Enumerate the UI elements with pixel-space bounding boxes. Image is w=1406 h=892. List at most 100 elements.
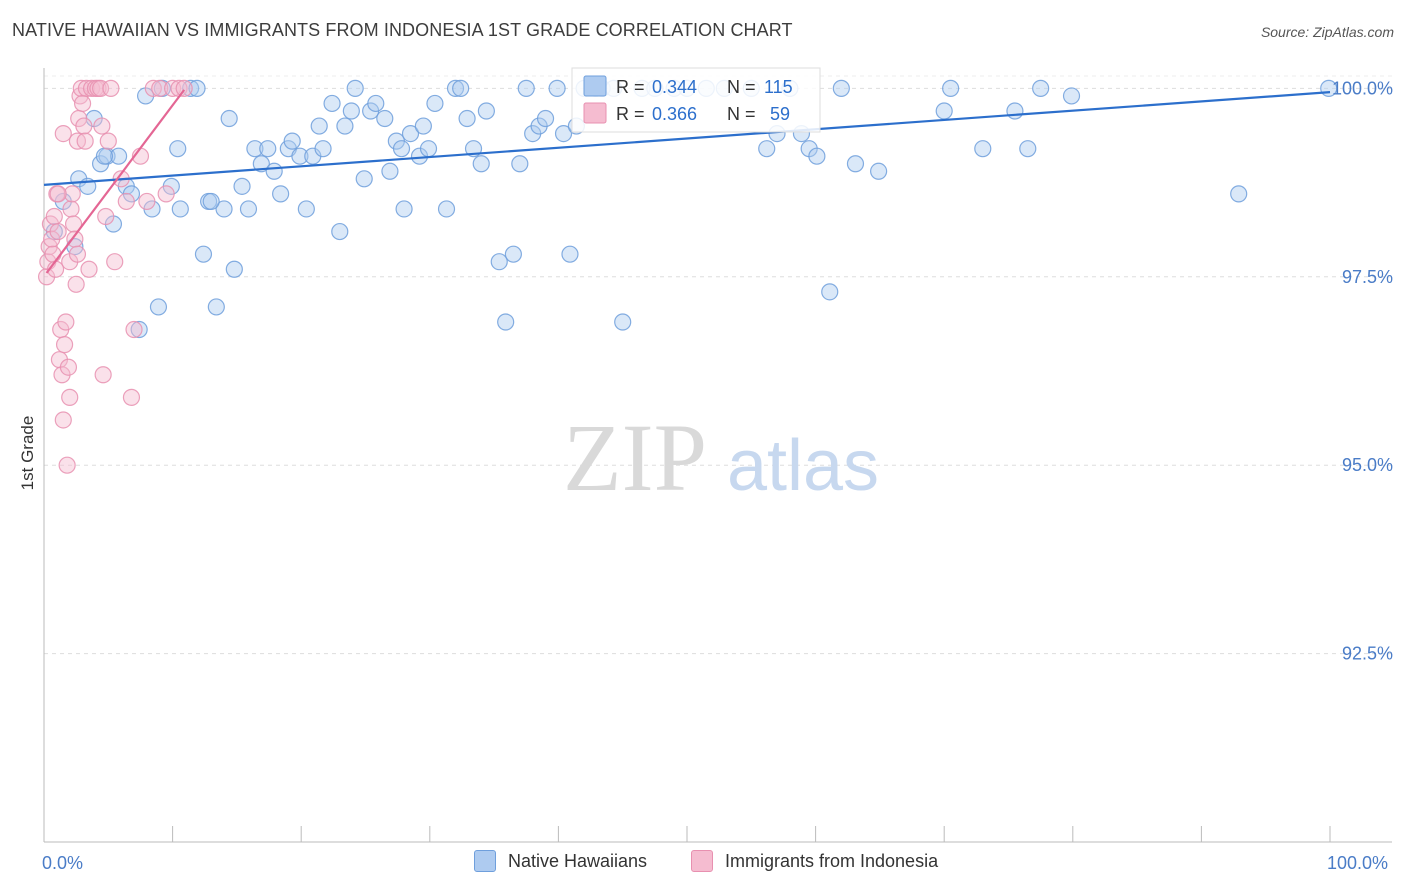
point-native-hawaiian-103 [974, 140, 992, 158]
point-native-hawaiian-40 [310, 117, 328, 135]
point-native-hawaiian-60 [437, 200, 456, 218]
point-native-hawaiian-59 [426, 94, 444, 113]
point-native-hawaiian-54 [395, 200, 413, 218]
stats-n-value-1: 115 [764, 77, 793, 97]
point-native-hawaiian-91 [758, 140, 776, 158]
point-native-hawaiian-12 [130, 320, 148, 339]
point-native-hawaiian-99 [846, 155, 865, 173]
point-native-hawaiian-77 [561, 245, 579, 263]
point-indonesia-9 [49, 222, 67, 241]
point-indonesia-29 [75, 117, 93, 135]
stats-n-label-2: N = [727, 104, 756, 124]
stats-r-value-2: 0.366 [652, 104, 697, 124]
point-indonesia-5 [44, 245, 62, 263]
point-indonesia-23 [67, 275, 85, 293]
x-tick-label-min: 0.0% [42, 853, 84, 873]
trend-line-native-hawaiians [43, 91, 1331, 186]
point-native-hawaiian-58 [419, 140, 438, 158]
point-indonesia-38 [94, 366, 112, 384]
point-indonesia-55 [49, 185, 67, 203]
point-indonesia-58 [68, 245, 87, 263]
point-native-hawaiian-68 [497, 313, 515, 331]
point-native-hawaiian-102 [942, 79, 960, 97]
stats-r-label-1: R = [616, 77, 645, 97]
point-native-hawaiian-62 [452, 79, 470, 97]
point-native-hawaiian-46 [346, 79, 364, 97]
point-indonesia-28 [73, 94, 92, 113]
point-indonesia-21 [64, 215, 83, 233]
watermark-zip: ZIP [563, 404, 707, 511]
point-native-hawaiian-36 [283, 132, 301, 150]
point-native-hawaiian-111 [202, 192, 220, 211]
point-native-hawaiian-74 [536, 109, 555, 128]
point-indonesia-30 [76, 132, 94, 150]
point-native-hawaiian-29 [239, 200, 258, 218]
point-native-hawaiian-41 [314, 140, 332, 158]
point-indonesia-42 [106, 253, 124, 271]
point-indonesia-39 [97, 207, 115, 226]
point-native-hawaiian-70 [511, 155, 529, 173]
series-immigrants-indonesia [37, 79, 193, 474]
point-native-hawaiian-97 [821, 283, 839, 301]
point-native-hawaiian-19 [171, 200, 189, 218]
point-native-hawaiian-37 [291, 147, 309, 165]
point-native-hawaiian-21 [188, 79, 206, 97]
chart-source: Source: ZipAtlas.com [1260, 24, 1394, 40]
chart-title: NATIVE HAWAIIAN VS IMMIGRANTS FROM INDON… [12, 20, 793, 40]
x-tick-label-max: 100.0% [1327, 853, 1389, 873]
y-tick-label-0: 100.0% [1332, 78, 1393, 98]
point-indonesia-16 [58, 456, 76, 474]
point-indonesia-17 [59, 358, 78, 376]
point-native-hawaiian-28 [233, 177, 251, 195]
point-native-hawaiian-69 [504, 245, 522, 263]
point-indonesia-50 [151, 79, 169, 97]
point-native-hawaiian-71 [517, 79, 535, 97]
point-native-hawaiian-106 [1032, 79, 1050, 97]
point-native-hawaiian-43 [331, 222, 349, 241]
point-indonesia-18 [61, 388, 79, 406]
point-native-hawaiian-65 [472, 155, 490, 173]
point-indonesia-37 [93, 117, 111, 135]
point-indonesia-45 [122, 388, 141, 406]
y-tick-label-1: 97.5% [1342, 267, 1393, 287]
legend-label-immigrants-indonesia: Immigrants from Indonesia [725, 850, 939, 871]
point-native-hawaiian-27 [225, 260, 243, 278]
y-tick-label-2: 95.0% [1342, 455, 1393, 475]
point-native-hawaiian-38 [297, 200, 315, 218]
point-indonesia-32 [80, 260, 98, 278]
point-native-hawaiian-63 [458, 109, 476, 128]
point-native-hawaiian-104 [1006, 102, 1024, 120]
point-native-hawaiian-61 [446, 79, 465, 97]
point-native-hawaiian-30 [246, 140, 264, 158]
point-native-hawaiian-18 [169, 140, 187, 158]
point-native-hawaiian-24 [207, 298, 225, 316]
point-indonesia-14 [55, 336, 74, 354]
point-native-hawaiian-110 [95, 147, 114, 165]
gridlines [44, 75, 1392, 655]
stats-swatch-pink [583, 102, 607, 124]
axes [43, 68, 1392, 843]
point-native-hawaiian-25 [215, 200, 233, 218]
y-tick-label-3: 92.5% [1342, 644, 1393, 664]
point-native-hawaiian-66 [477, 102, 495, 120]
point-indonesia-46 [125, 320, 143, 339]
point-native-hawaiian-31 [252, 155, 270, 173]
point-native-hawaiian-42 [323, 94, 341, 113]
stats-r-label-2: R = [616, 104, 645, 124]
trend-line-immigrants-indonesia [45, 89, 186, 274]
point-indonesia-20 [63, 185, 81, 203]
legend: Native Hawaiians Immigrants from Indones… [0, 850, 1406, 878]
point-native-hawaiian-83 [614, 313, 632, 331]
point-native-hawaiian-33 [265, 162, 283, 180]
point-native-hawaiian-107 [1062, 87, 1081, 105]
legend-item-immigrants-indonesia[interactable]: Immigrants from Indonesia [691, 850, 938, 872]
point-native-hawaiian-55 [401, 124, 420, 143]
point-indonesia-48 [138, 192, 156, 211]
point-native-hawaiian-34 [272, 185, 290, 203]
legend-label-native-hawaiians: Native Hawaiians [508, 850, 648, 871]
point-indonesia-51 [157, 185, 175, 203]
point-indonesia-54 [175, 79, 193, 97]
stats-n-label-1: N = [727, 77, 756, 97]
legend-item-native-hawaiians[interactable]: Native Hawaiians [474, 850, 647, 872]
point-indonesia-49 [144, 79, 162, 97]
